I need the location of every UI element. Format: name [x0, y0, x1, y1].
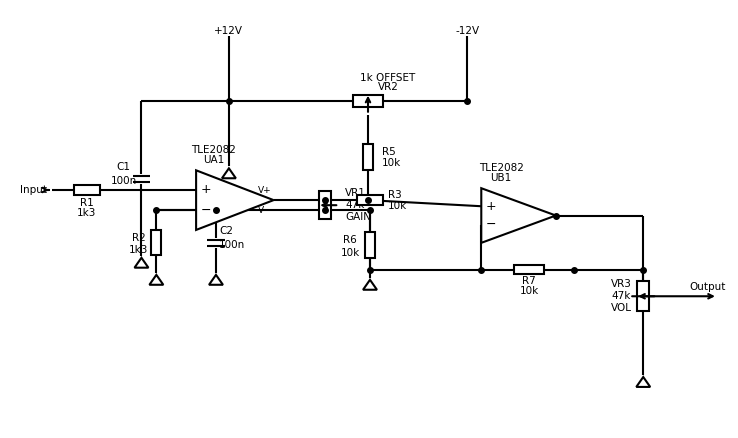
Polygon shape — [149, 275, 163, 285]
Text: VR1: VR1 — [345, 188, 366, 198]
Text: C1: C1 — [117, 162, 131, 172]
Text: R2: R2 — [131, 233, 145, 243]
Text: Output: Output — [689, 283, 726, 292]
Text: +: + — [486, 200, 497, 213]
Text: R7: R7 — [522, 276, 536, 286]
Polygon shape — [209, 275, 223, 285]
Text: -12V: -12V — [455, 26, 480, 36]
Text: 1k OFFSET: 1k OFFSET — [360, 73, 415, 83]
Text: R3: R3 — [388, 190, 401, 200]
Text: 47k: 47k — [345, 200, 365, 210]
Text: −: − — [486, 218, 497, 231]
Text: UB1: UB1 — [491, 173, 511, 183]
Text: 1k3: 1k3 — [77, 208, 97, 218]
Bar — [514, 265, 544, 275]
Text: UA1: UA1 — [204, 155, 224, 166]
Text: V+: V+ — [258, 186, 272, 194]
Text: 1k3: 1k3 — [129, 245, 148, 255]
Text: 100n: 100n — [219, 240, 245, 250]
Text: +12V: +12V — [215, 26, 244, 36]
Text: R5: R5 — [382, 148, 396, 157]
Text: R1: R1 — [80, 198, 94, 208]
Text: VR2: VR2 — [377, 82, 399, 92]
Bar — [363, 145, 373, 170]
Text: 10k: 10k — [382, 159, 401, 168]
Text: R6: R6 — [343, 235, 357, 245]
Polygon shape — [222, 168, 236, 178]
Text: VR3: VR3 — [611, 279, 632, 290]
Polygon shape — [363, 280, 377, 290]
Text: VOL: VOL — [611, 303, 632, 313]
Bar — [74, 185, 100, 195]
Text: V-: V- — [258, 205, 266, 215]
Text: C2: C2 — [219, 226, 233, 236]
Text: 47k: 47k — [612, 291, 631, 301]
Polygon shape — [196, 170, 274, 230]
Text: 10k: 10k — [520, 286, 539, 297]
Text: TLE2082: TLE2082 — [192, 145, 236, 155]
Text: −: − — [201, 204, 211, 217]
Text: 10k: 10k — [388, 201, 407, 211]
Bar — [365, 232, 375, 258]
Text: TLE2082: TLE2082 — [479, 163, 523, 173]
Bar — [320, 191, 331, 219]
Polygon shape — [481, 188, 556, 243]
Polygon shape — [636, 377, 650, 387]
Text: 10k: 10k — [340, 248, 359, 258]
Text: 100n: 100n — [111, 176, 137, 186]
Text: Input: Input — [20, 185, 47, 195]
Text: GAIN: GAIN — [345, 212, 371, 222]
Bar — [353, 95, 383, 107]
Bar — [638, 281, 649, 311]
Text: +: + — [201, 184, 211, 197]
Bar — [357, 195, 383, 205]
Polygon shape — [134, 258, 148, 268]
Bar — [151, 230, 162, 255]
